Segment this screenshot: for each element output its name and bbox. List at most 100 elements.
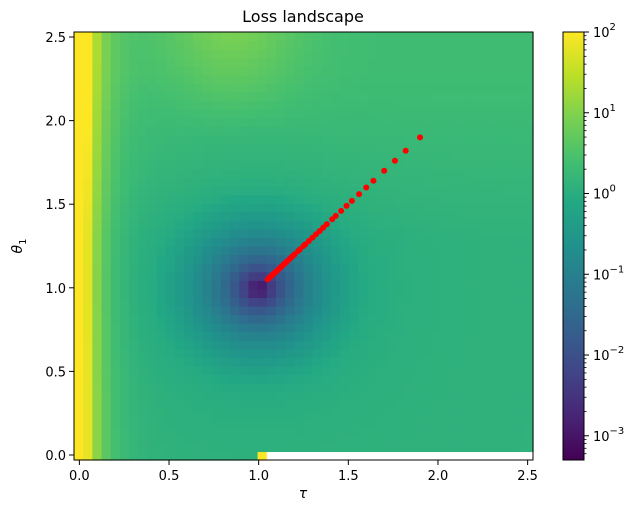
heatmap-cell xyxy=(156,400,167,410)
heatmap-cell xyxy=(248,400,259,410)
heatmap-cell xyxy=(386,331,396,341)
heatmap-cell xyxy=(138,134,149,144)
heatmap-cell xyxy=(174,126,185,136)
heatmap-cell xyxy=(523,143,534,153)
heatmap-cell xyxy=(211,365,222,375)
heatmap-cell xyxy=(248,177,259,187)
heatmap-cell xyxy=(211,314,222,324)
heatmap-cell xyxy=(477,451,488,461)
heatmap-cell xyxy=(119,365,130,375)
heatmap-cell xyxy=(239,134,250,144)
heatmap-cell xyxy=(266,203,277,213)
heatmap-cell xyxy=(285,434,295,444)
heatmap-cell xyxy=(496,263,507,273)
heatmap-cell xyxy=(285,57,295,67)
heatmap-cell xyxy=(129,323,139,333)
heatmap-cell xyxy=(340,83,350,93)
heatmap-cell xyxy=(174,365,185,375)
heatmap-cell xyxy=(92,49,103,59)
heatmap-cell xyxy=(275,151,286,161)
heatmap-cell xyxy=(477,254,488,264)
heatmap-cell xyxy=(477,40,488,50)
heatmap-cell xyxy=(165,254,176,264)
heatmap-cell xyxy=(129,340,139,350)
heatmap-cell xyxy=(487,297,497,307)
heatmap-cell xyxy=(174,408,185,418)
heatmap-cell xyxy=(257,434,268,444)
heatmap-cell xyxy=(156,254,167,264)
heatmap-cell xyxy=(193,168,204,179)
heatmap-cell xyxy=(74,297,84,307)
heatmap-cell xyxy=(459,331,470,341)
heatmap-cell xyxy=(156,237,167,247)
heatmap-cell xyxy=(303,391,314,401)
heatmap-cell xyxy=(248,254,259,264)
heatmap-cell xyxy=(303,425,314,435)
heatmap-cell xyxy=(101,117,112,127)
heatmap-cell xyxy=(496,109,507,119)
heatmap-cell xyxy=(376,374,387,384)
heatmap-cell xyxy=(376,425,387,435)
heatmap-cell xyxy=(386,66,396,76)
heatmap-cell xyxy=(321,246,332,256)
heatmap-cell xyxy=(523,66,534,76)
heatmap-cell xyxy=(312,434,323,444)
heatmap-cell xyxy=(487,305,497,316)
heatmap-cell xyxy=(275,134,286,144)
heatmap-cell xyxy=(312,400,323,410)
heatmap-cell xyxy=(202,32,213,42)
heatmap-cell xyxy=(138,374,149,384)
heatmap-cell xyxy=(496,66,507,76)
heatmap-cell xyxy=(312,211,323,221)
heatmap-cell xyxy=(459,391,470,401)
heatmap-cell xyxy=(496,271,507,281)
heatmap-cell xyxy=(358,228,369,239)
heatmap-cell xyxy=(74,323,84,333)
heatmap-cell xyxy=(450,357,461,367)
heatmap-cell xyxy=(358,194,369,204)
heatmap-cell xyxy=(92,66,103,76)
heatmap-cell xyxy=(239,382,250,393)
heatmap-cell xyxy=(275,305,286,316)
trajectory-point xyxy=(356,191,363,198)
heatmap-cell xyxy=(285,451,295,461)
heatmap-cell xyxy=(165,49,176,59)
heatmap-cell xyxy=(74,57,84,67)
heatmap-cell xyxy=(477,323,488,333)
heatmap-cell xyxy=(110,280,121,290)
heatmap-cell xyxy=(174,374,185,384)
heatmap-cell xyxy=(422,434,433,444)
heatmap-cell xyxy=(92,143,103,153)
heatmap-cell xyxy=(468,83,479,93)
heatmap-cell xyxy=(505,451,516,461)
heatmap-cell xyxy=(156,186,167,196)
heatmap-cell xyxy=(101,254,112,264)
heatmap-cell xyxy=(432,220,442,230)
heatmap-cell xyxy=(193,228,204,239)
heatmap-cell xyxy=(422,314,433,324)
heatmap-cell xyxy=(230,382,240,393)
heatmap-cell xyxy=(432,168,442,179)
heatmap-cell xyxy=(367,417,378,427)
heatmap-cell xyxy=(74,254,84,264)
heatmap-cell xyxy=(413,109,424,119)
heatmap-cell xyxy=(376,109,387,119)
heatmap-cell xyxy=(340,254,350,264)
heatmap-cell xyxy=(119,228,130,239)
heatmap-cell xyxy=(487,374,497,384)
heatmap-cell xyxy=(496,408,507,418)
heatmap-cell xyxy=(459,151,470,161)
heatmap-cell xyxy=(156,66,167,76)
heatmap-cell xyxy=(505,109,516,119)
heatmap-cell xyxy=(321,194,332,204)
heatmap-cell xyxy=(496,280,507,290)
heatmap-cell xyxy=(230,408,240,418)
heatmap-cell xyxy=(331,391,341,401)
heatmap-cell xyxy=(496,442,507,453)
heatmap-cell xyxy=(174,425,185,435)
heatmap-cell xyxy=(156,151,167,161)
heatmap-cell xyxy=(376,331,387,341)
heatmap-cell xyxy=(129,365,139,375)
heatmap-cell xyxy=(321,451,332,461)
heatmap-cell xyxy=(202,49,213,59)
